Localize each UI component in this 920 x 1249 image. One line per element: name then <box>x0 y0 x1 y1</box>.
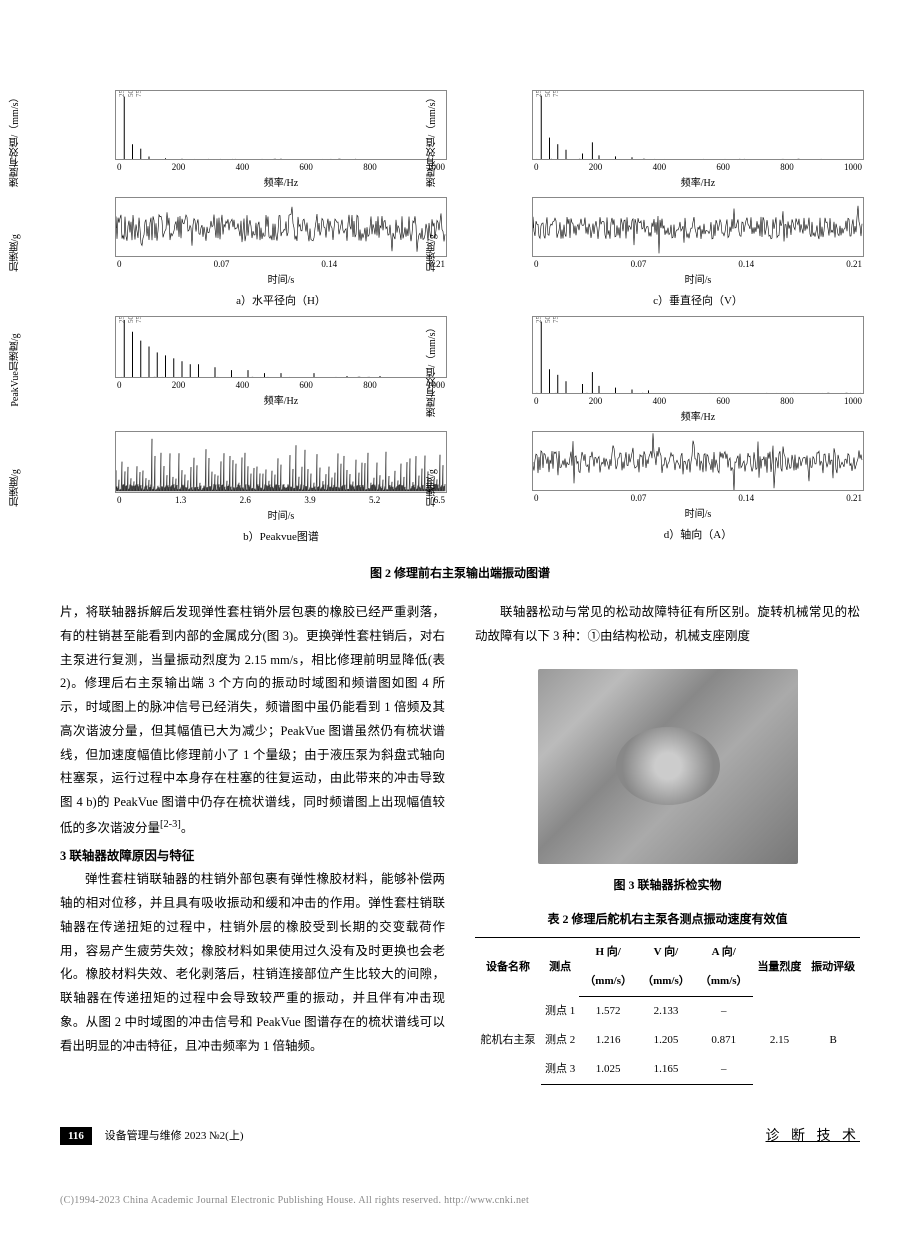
th-h: H 向/ <box>579 938 637 967</box>
td-intensity: 2.15 <box>753 996 807 1084</box>
th-point: 测点 <box>541 938 579 997</box>
body-columns: 片，将联轴器拆解后发现弹性套柱销外层包裹的橡胶已经严重剥落，有的柱销甚至能看到内… <box>60 601 860 1085</box>
table-2: 设备名称 测点 H 向/ V 向/ A 向/ 当量烈度 振动评级 （mm/s） … <box>475 937 860 1084</box>
figure-2-grid: 速度有效值/（mm/s）12.5107.552.5025.10 Hz50.20 … <box>60 90 860 544</box>
footer-section: 诊 断 技 术 <box>766 1125 861 1145</box>
td-grade: B <box>806 996 860 1084</box>
figure-3-caption: 图 3 联轴器拆检实物 <box>475 874 860 897</box>
left-para-1: 片，将联轴器拆解后发现弹性套柱销外层包裹的橡胶已经严重剥落，有的柱销甚至能看到内… <box>60 601 445 841</box>
td: 测点 2 <box>541 1026 579 1055</box>
td: 1.025 <box>579 1055 637 1084</box>
td: 2.133 <box>637 996 695 1025</box>
journal-info: 设备管理与维修 2023 №2(上) <box>105 1130 244 1142</box>
th-grade: 振动评级 <box>806 938 860 997</box>
right-para-1: 联轴器松动与常见的松动故障特征有所区别。旋转机械常见的松动故障有以下 3 种：①… <box>475 601 860 649</box>
section-3-title: 3 联轴器故障原因与特征 <box>60 845 445 869</box>
figure-3: 图 3 联轴器拆检实物 <box>475 669 860 897</box>
table-2-body: 舵机右主泵 测点 1 1.572 2.133 – 2.15 B 测点 2 1.2… <box>475 996 860 1084</box>
table-row: 舵机右主泵 测点 1 1.572 2.133 – 2.15 B <box>475 996 860 1025</box>
subplot-b-wave: 加速度/g0.440.330.220.11001.32.63.95.26.5时间… <box>60 431 447 544</box>
th-device: 设备名称 <box>475 938 541 997</box>
th-h-unit: （mm/s） <box>579 967 637 996</box>
subplot-a-bottom: 加速度/g1.40.70-0.7-1.400.070.140.21时间/sa）水… <box>60 197 447 308</box>
table-2-caption: 表 2 修理后舵机右主泵各测点振动速度有效值 <box>475 908 860 931</box>
subplot-a-top: 速度有效值/（mm/s）12.5107.552.5025.10 Hz50.20 … <box>60 90 447 189</box>
td: 1.572 <box>579 996 637 1025</box>
subplot-c-bottom: 加速度/g2.41.20-1.2-2.400.070.140.21时间/sc）垂… <box>477 197 864 308</box>
left-para-2: 弹性套柱销联轴器的柱销外部包裹有弹性橡胶材料，能够补偿两轴的相对位移，并且具有吸… <box>60 868 445 1058</box>
th-intensity: 当量烈度 <box>753 938 807 997</box>
figure-2-caption: 图 2 修理前右主泵输出端振动图谱 <box>60 564 860 581</box>
right-column: 联轴器松动与常见的松动故障特征有所区别。旋转机械常见的松动故障有以下 3 种：①… <box>475 601 860 1085</box>
td-device: 舵机右主泵 <box>475 996 541 1084</box>
subplot-d-wave: 加速度/g2.81.40-1.4-2.800.070.140.21时间/sd）轴… <box>477 431 864 544</box>
footer-left: 116 设备管理与维修 2023 №2(上) <box>60 1127 243 1143</box>
td: 测点 1 <box>541 996 579 1025</box>
th-a-unit: （mm/s） <box>695 967 753 996</box>
th-v: V 向/ <box>637 938 695 967</box>
figure-3-photo <box>538 669 798 864</box>
subplot-d-spec: 速度有效值/（mm/s）8.57.264.83.62.41.2025.10 Hz… <box>477 316 864 423</box>
td: 测点 3 <box>541 1055 579 1084</box>
subplot-b-spec: PeakVue加速度/g0.0210.0140.007025.10 Hz50.1… <box>60 316 447 423</box>
th-v-unit: （mm/s） <box>637 967 695 996</box>
page-footer: 116 设备管理与维修 2023 №2(上) 诊 断 技 术 <box>60 1125 860 1145</box>
copyright-line: (C)1994-2023 China Academic Journal Elec… <box>60 1195 860 1206</box>
page-number: 116 <box>60 1127 92 1145</box>
th-a: A 向/ <box>695 938 753 967</box>
subplot-c-top: 速度有效值/（mm/s）7.564.531.5025.10 Hz50.20 Hz… <box>477 90 864 189</box>
td: – <box>695 996 753 1025</box>
td: – <box>695 1055 753 1084</box>
left-column: 片，将联轴器拆解后发现弹性套柱销外层包裹的橡胶已经严重剥落，有的柱销甚至能看到内… <box>60 601 445 1085</box>
td: 1.216 <box>579 1026 637 1055</box>
td: 1.205 <box>637 1026 695 1055</box>
td: 1.165 <box>637 1055 695 1084</box>
td: 0.871 <box>695 1026 753 1055</box>
